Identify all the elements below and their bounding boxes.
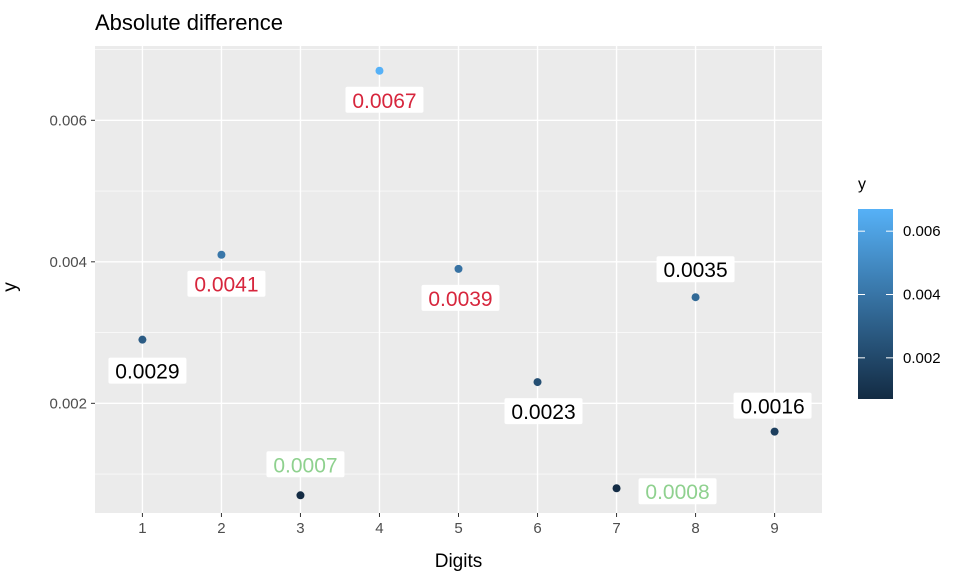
data-label-bg [504, 398, 583, 425]
colorbar-tick-label: 0.006 [903, 223, 941, 240]
colorbar [858, 209, 893, 399]
data-label-bg [421, 284, 500, 311]
x-tick-label: 1 [138, 520, 146, 537]
data-point [770, 427, 779, 436]
data-label-bg [187, 270, 266, 297]
data-point [217, 250, 226, 259]
y-tick-label: 0.006 [49, 112, 87, 129]
data-point [375, 66, 384, 75]
x-tick-label: 8 [691, 520, 699, 537]
x-tick-label: 5 [454, 520, 462, 537]
data-label: 0.0039 [428, 288, 492, 311]
x-tick-label: 9 [770, 520, 778, 537]
x-axis-title: Digits [434, 551, 483, 572]
data-label-bg [656, 256, 735, 283]
chart-title: Absolute difference [95, 10, 283, 35]
y-tick-label: 0.002 [49, 395, 87, 412]
data-label: 0.0029 [115, 361, 179, 384]
data-label: 0.0016 [740, 396, 804, 419]
data-label-bg [733, 392, 812, 419]
data-label: 0.0035 [663, 259, 727, 282]
x-tick-label: 2 [217, 520, 225, 537]
x-tick-label: 4 [375, 520, 383, 537]
data-label: 0.0067 [352, 90, 416, 113]
data-label: 0.0008 [645, 481, 709, 504]
legend-title: y [858, 176, 866, 193]
data-label-bg [345, 86, 424, 113]
data-label-bg [108, 357, 187, 384]
colorbar-tick-label: 0.004 [903, 287, 941, 304]
x-tick-label: 6 [533, 520, 541, 537]
y-tick-label: 0.004 [49, 254, 87, 271]
x-tick-label: 3 [296, 520, 304, 537]
data-label: 0.0041 [194, 274, 258, 297]
data-label-bg [638, 478, 717, 505]
data-point [533, 378, 542, 387]
data-label: 0.0007 [273, 454, 337, 477]
data-point [691, 293, 700, 302]
data-point [454, 264, 463, 273]
colorbar-tick-label: 0.002 [903, 350, 941, 367]
data-point [612, 484, 621, 493]
x-tick-label: 7 [612, 520, 620, 537]
data-label: 0.0023 [511, 401, 575, 424]
data-point [296, 491, 305, 500]
data-point [138, 335, 147, 344]
data-label-bg [266, 451, 345, 478]
